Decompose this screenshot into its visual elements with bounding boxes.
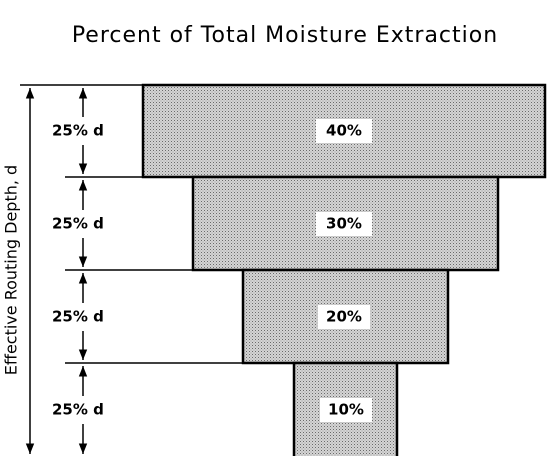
label-bg: [318, 305, 370, 329]
label-bg: [316, 212, 372, 236]
extraction-label: 30%: [326, 215, 362, 233]
title: Percent of Total Moisture Extraction: [72, 23, 498, 48]
extraction-label: 20%: [326, 308, 362, 326]
depth-label: 25% d: [52, 401, 104, 419]
label-bg: [320, 398, 372, 422]
axis-label: Effective Routing Depth, d: [2, 165, 21, 375]
depth-label: 25% d: [52, 215, 104, 233]
extraction-label: 10%: [328, 401, 364, 419]
label-bg: [316, 119, 372, 143]
depth-label: 25% d: [52, 122, 104, 140]
extraction-label: 40%: [326, 122, 362, 140]
depth-label: 25% d: [52, 308, 104, 326]
